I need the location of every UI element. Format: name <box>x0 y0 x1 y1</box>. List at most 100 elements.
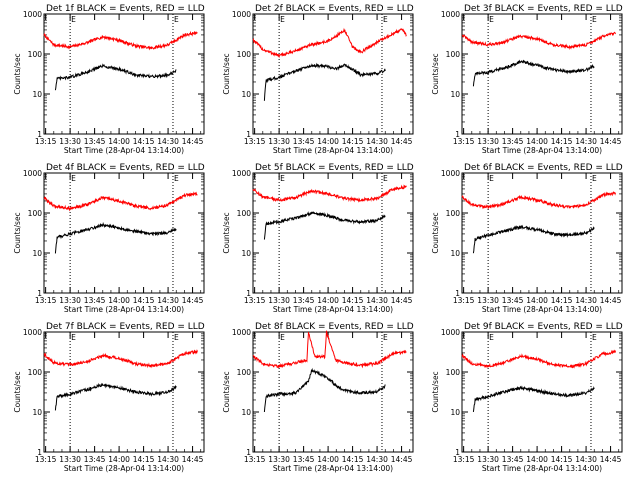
panel-title: Det 4f BLACK = Events, RED = LLD <box>46 163 205 173</box>
y-tick-label: 10 <box>450 90 460 99</box>
y-tick-label: 1000 <box>23 169 42 178</box>
series-line-black <box>263 211 386 240</box>
y-axis-label: Counts/sec <box>13 53 22 94</box>
y-tick-label: 1 <box>37 289 42 298</box>
y-tick-label: 1 <box>455 448 460 457</box>
plot-frame <box>461 331 623 453</box>
x-tick-label: 14:45 <box>182 137 204 146</box>
y-tick-label: 10 <box>32 408 42 417</box>
marker-label: E <box>383 174 388 183</box>
marker-label: E <box>174 15 179 24</box>
y-tick-label: 100 <box>446 50 461 59</box>
y-tick-label: 1 <box>37 130 42 139</box>
marker-label: E <box>489 333 494 342</box>
series-line-red <box>461 31 616 51</box>
y-tick-label: 10 <box>32 90 42 99</box>
marker-label: E <box>174 333 179 342</box>
x-tick-label: 14:30 <box>575 137 597 146</box>
x-axis-label: Start Time (28-Apr-04 13:14:00) <box>482 146 602 155</box>
x-tick-label: 13:30 <box>268 137 290 146</box>
y-tick-label: 1000 <box>23 328 42 337</box>
marker-label: E <box>71 15 76 24</box>
marker-label: E <box>71 333 76 342</box>
plot-frame <box>43 331 205 453</box>
y-tick-label: 1 <box>246 289 251 298</box>
panel-title: Det 9f BLACK = Events, RED = LLD <box>464 322 623 332</box>
x-tick-label: 14:45 <box>182 455 204 464</box>
x-tick-label: 14:00 <box>317 296 339 305</box>
marker-label: E <box>489 174 494 183</box>
panel-title: Det 3f BLACK = Events, RED = LLD <box>464 4 623 14</box>
y-axis-label: Counts/sec <box>431 53 440 94</box>
x-tick-label: 14:45 <box>600 296 622 305</box>
x-tick-label: 13:30 <box>59 296 81 305</box>
y-tick-label: 1 <box>246 130 251 139</box>
marker-label: E <box>71 174 76 183</box>
x-axis-label: Start Time (28-Apr-04 13:14:00) <box>482 305 602 314</box>
x-tick-label: 13:30 <box>268 296 290 305</box>
plot-frame <box>252 13 414 135</box>
x-tick-label: 14:15 <box>551 455 573 464</box>
x-tick-label: 14:00 <box>108 455 130 464</box>
x-tick-label: 14:00 <box>526 137 548 146</box>
x-tick-label: 13:30 <box>59 137 81 146</box>
series-line-red <box>43 191 198 212</box>
series-line-red <box>43 30 198 51</box>
y-tick-label: 100 <box>446 368 461 377</box>
x-tick-label: 13:45 <box>293 137 315 146</box>
series-line-black <box>472 385 595 412</box>
panel-title: Det 5f BLACK = Events, RED = LLD <box>255 163 414 173</box>
x-tick-label: 14:30 <box>575 296 597 305</box>
x-tick-label: 14:30 <box>366 296 388 305</box>
y-tick-label: 1000 <box>232 169 251 178</box>
y-tick-label: 1000 <box>441 328 460 337</box>
marker-label: E <box>280 15 285 24</box>
x-tick-label: 13:45 <box>502 137 524 146</box>
x-tick-label: 14:00 <box>317 455 339 464</box>
y-tick-label: 10 <box>241 408 251 417</box>
x-axis-label: Start Time (28-Apr-04 13:14:00) <box>273 146 393 155</box>
x-tick-label: 13:30 <box>477 296 499 305</box>
y-tick-label: 100 <box>237 50 252 59</box>
y-tick-label: 10 <box>241 90 251 99</box>
marker-label: E <box>280 174 285 183</box>
x-tick-label: 14:15 <box>133 455 155 464</box>
marker-label: E <box>383 333 388 342</box>
detector-panel: Det 5f BLACK = Events, RED = LLD 1 10 100 10… <box>222 163 414 314</box>
x-tick-label: 13:15 <box>35 137 57 146</box>
y-tick-label: 100 <box>28 209 43 218</box>
detector-panel: Det 7f BLACK = Events, RED = LLD 1 10 100 10… <box>13 322 205 473</box>
x-tick-label: 14:45 <box>182 296 204 305</box>
y-tick-label: 1 <box>246 448 251 457</box>
x-tick-label: 14:00 <box>108 296 130 305</box>
x-tick-label: 14:45 <box>600 137 622 146</box>
x-tick-label: 14:15 <box>551 137 573 146</box>
series-line-red <box>461 349 616 369</box>
series-line-red <box>252 27 407 59</box>
detector-panel: Det 2f BLACK = Events, RED = LLD 1 10 100 10… <box>222 4 414 155</box>
x-tick-label: 13:45 <box>293 296 315 305</box>
x-tick-label: 13:45 <box>84 137 106 146</box>
x-tick-label: 13:15 <box>244 137 266 146</box>
x-tick-label: 14:15 <box>342 296 364 305</box>
plot-frame <box>252 172 414 294</box>
marker-label: E <box>592 174 597 183</box>
x-tick-label: 14:45 <box>391 137 413 146</box>
plot-frame <box>252 331 414 453</box>
series-line-black <box>472 59 595 87</box>
series-line-black <box>472 224 595 254</box>
detector-panel: Det 4f BLACK = Events, RED = LLD 1 10 100 10… <box>13 163 205 314</box>
y-axis-label: Counts/sec <box>222 212 231 253</box>
y-tick-label: 100 <box>237 368 252 377</box>
y-tick-label: 100 <box>28 368 43 377</box>
x-tick-label: 14:30 <box>157 137 179 146</box>
x-tick-label: 14:30 <box>366 137 388 146</box>
x-axis-label: Start Time (28-Apr-04 13:14:00) <box>64 464 184 473</box>
panel-title: Det 7f BLACK = Events, RED = LLD <box>46 322 205 332</box>
panel-title: Det 2f BLACK = Events, RED = LLD <box>255 4 414 14</box>
panel-title: Det 1f BLACK = Events, RED = LLD <box>46 4 205 14</box>
plot-frame <box>43 172 205 294</box>
x-tick-label: 14:30 <box>157 296 179 305</box>
y-tick-label: 100 <box>28 50 43 59</box>
